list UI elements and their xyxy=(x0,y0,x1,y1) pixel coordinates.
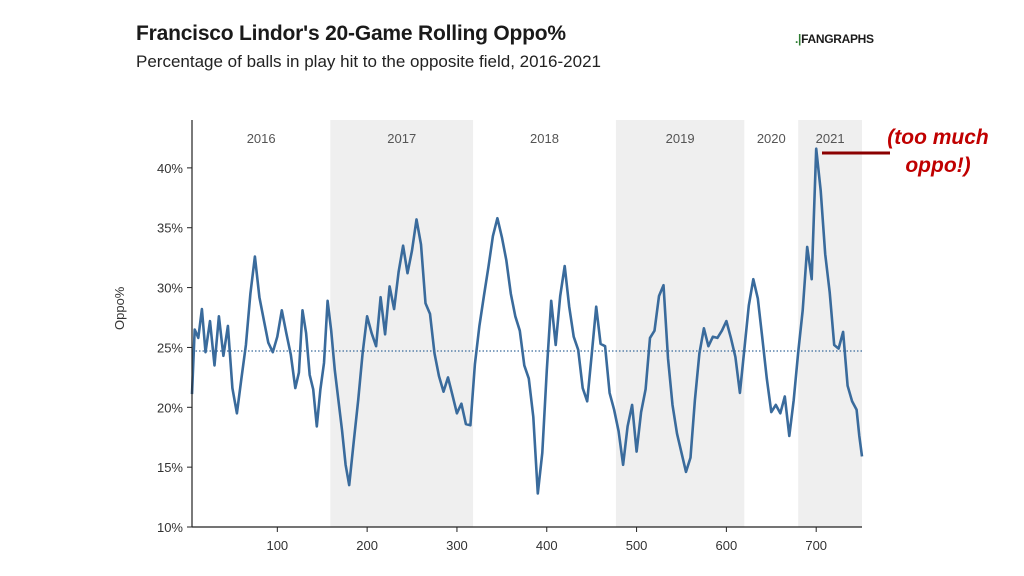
annotation-text: (too much oppo!) xyxy=(887,126,989,177)
logo-mark-icon: .| xyxy=(795,32,802,46)
x-ticks: 100 200 300 400 500 600 700 xyxy=(266,527,827,553)
season-band-2021 xyxy=(798,120,862,527)
season-label-2017: 2017 xyxy=(387,131,416,146)
logo-text: FANGRAPHS xyxy=(801,32,874,46)
y-tick-label: 20% xyxy=(157,400,183,415)
x-tick-label: 100 xyxy=(266,538,288,553)
x-tick-label: 700 xyxy=(805,538,827,553)
season-bands xyxy=(330,120,862,527)
x-tick-label: 500 xyxy=(626,538,648,553)
season-band-2017 xyxy=(330,120,474,527)
season-label-2020: 2020 xyxy=(757,131,786,146)
y-tick-label: 25% xyxy=(157,340,183,355)
oppo-rolling-line xyxy=(190,147,864,495)
x-tick-label: 400 xyxy=(536,538,558,553)
y-tick-label: 15% xyxy=(157,460,183,475)
season-band-2019 xyxy=(615,120,745,527)
x-tick-label: 600 xyxy=(716,538,738,553)
chart-title: Francisco Lindor's 20-Game Rolling Oppo% xyxy=(136,22,566,45)
chart-subtitle: Percentage of balls in play hit to the o… xyxy=(136,52,601,71)
y-tick-label: 35% xyxy=(157,221,183,236)
x-tick-label: 200 xyxy=(356,538,378,553)
season-labels: 2016 2017 2018 2019 2020 2021 xyxy=(247,131,845,146)
y-tick-label: 40% xyxy=(157,161,183,176)
y-tick-label: 30% xyxy=(157,281,183,296)
season-label-2019: 2019 xyxy=(666,131,695,146)
y-axis-label: Oppo% xyxy=(112,286,127,330)
y-tick-label: 10% xyxy=(157,520,183,535)
fangraphs-logo[interactable]: .|FANGRAPHS xyxy=(795,32,874,46)
season-label-2018: 2018 xyxy=(530,131,559,146)
y-ticks: 10% 15% 20% 25% 30% 35% 40% xyxy=(157,161,192,535)
x-tick-label: 300 xyxy=(446,538,468,553)
season-label-2021: 2021 xyxy=(816,131,845,146)
season-label-2016: 2016 xyxy=(247,131,276,146)
